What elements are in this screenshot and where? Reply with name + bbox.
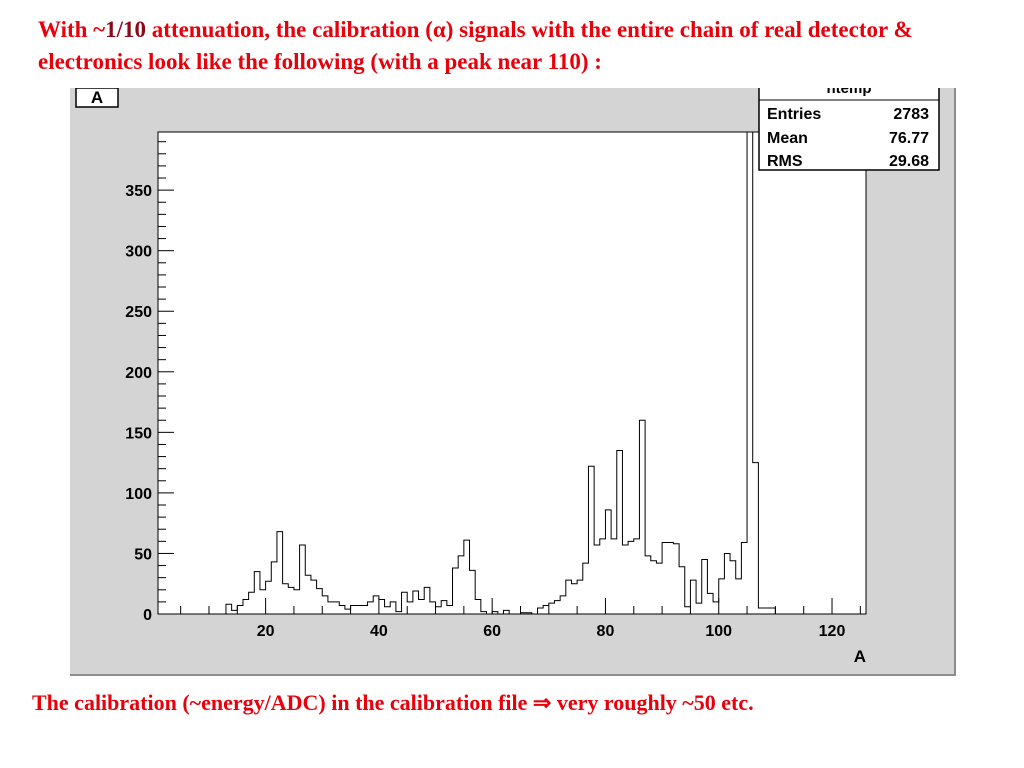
stats-rms-label: RMS: [767, 153, 803, 170]
y-tick-label: 350: [125, 183, 152, 200]
y-axis: 0 50 100 150 200 250 300 350: [125, 141, 174, 624]
title-box: A: [75, 88, 119, 108]
headline-text-2: attenuation, the calibration (α) signals…: [38, 17, 913, 74]
stats-mean-label: Mean: [767, 130, 808, 147]
headline-attenuation-value: 1/10: [105, 17, 147, 42]
stats-box-name: htemp: [827, 88, 872, 97]
x-tick-label: 100: [705, 623, 732, 640]
histogram-line: [158, 131, 861, 615]
y-tick-label: 0: [143, 607, 152, 624]
x-axis-label: A: [854, 647, 866, 666]
y-tick-label: 100: [125, 486, 152, 503]
root-canvas: 0 50 100 150 200 250 300 350 20 40 60 80 100 120 A A…: [70, 88, 956, 676]
histogram-title: A: [91, 88, 103, 107]
stats-rms-value: 29.68: [889, 153, 929, 170]
plot-frame: [157, 131, 867, 615]
histogram-plot: 0 50 100 150 200 250 300 350 20 40 60 80 100 120 A A…: [75, 88, 940, 666]
stats-entries-value: 2783: [893, 106, 929, 123]
x-tick-label: 40: [370, 623, 388, 640]
slide-footer: The calibration (~energy/ADC) in the cal…: [32, 690, 754, 715]
y-tick-label: 200: [125, 365, 152, 382]
x-axis: 20 40 60 80 100 120: [180, 598, 861, 640]
x-tick-label: 120: [819, 623, 846, 640]
x-tick-label: 80: [597, 623, 615, 640]
y-tick-label: 300: [125, 244, 152, 261]
headline-text-1: With ~: [38, 17, 106, 42]
y-tick-label: 150: [125, 425, 152, 442]
y-tick-label: 250: [125, 304, 152, 321]
stats-entries-label: Entries: [767, 106, 821, 123]
x-tick-label: 20: [257, 623, 275, 640]
slide-headline: With ~1/10 attenuation, the calibration …: [38, 14, 998, 78]
x-tick-label: 60: [483, 623, 501, 640]
stats-mean-value: 76.77: [889, 130, 929, 147]
stats-box: htemp Entries 2783 Mean 76.77 RMS 29.68: [758, 88, 940, 171]
y-tick-label: 50: [134, 546, 152, 563]
